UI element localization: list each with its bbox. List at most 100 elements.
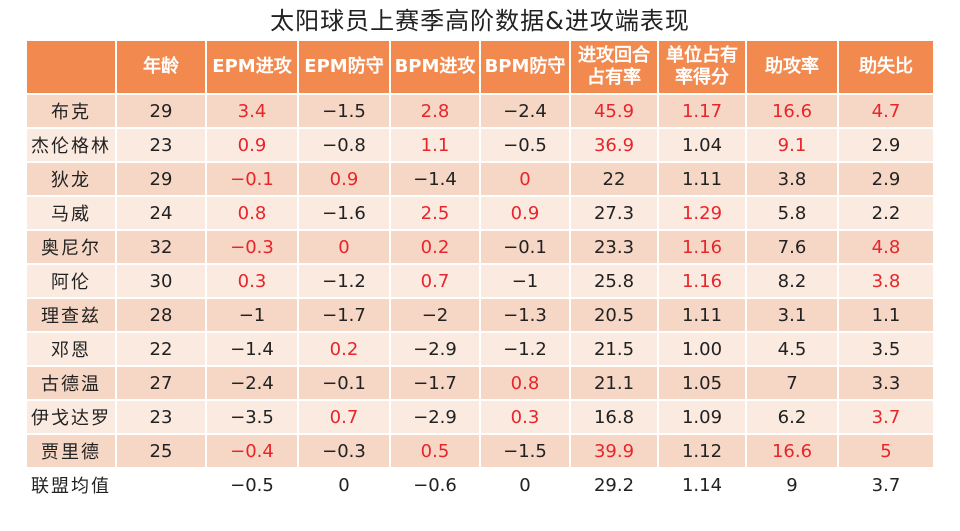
table-cell: −2 — [391, 297, 481, 331]
table-cell: 23 — [117, 399, 207, 433]
table-cell: −1.5 — [481, 433, 571, 467]
table-cell: 45.9 — [571, 93, 659, 127]
player-name-cell: 狄龙 — [27, 161, 117, 195]
summary-cell: 9 — [747, 467, 839, 501]
page-title: 太阳球员上赛季高阶数据&进攻端表现 — [270, 7, 690, 35]
table-cell: 20.5 — [571, 297, 659, 331]
table-cell: 2.9 — [839, 127, 933, 161]
player-name-cell: 古德温 — [27, 365, 117, 399]
table-cell: 3.4 — [207, 93, 299, 127]
table-cell: 27.3 — [571, 195, 659, 229]
table-cell: 2.8 — [391, 93, 481, 127]
summary-cell: 0 — [481, 467, 571, 501]
table-cell: 0.3 — [481, 399, 571, 433]
table-cell: −1.7 — [391, 365, 481, 399]
table-cell: 3.3 — [839, 365, 933, 399]
table-cell: −2.9 — [391, 331, 481, 365]
table-row: 理查兹 28 −1 −1.7 −2 −1.3 20.5 1.11 3.1 1.1 — [27, 297, 933, 331]
table-cell: 5.8 — [747, 195, 839, 229]
table-cell: 23.3 — [571, 229, 659, 263]
table-cell: 0.5 — [391, 433, 481, 467]
column-header: EPM防守 — [299, 41, 391, 93]
stats-table: 年龄 EPM进攻 EPM防守 BPM进攻 BPM防守 进攻回合 占有率 单位占有 率得分 助攻率助… — [27, 41, 933, 501]
table-row: 杰伦格林 23 0.9 −0.8 1.1 −0.5 36.9 1.04 9.1 2.9 — [27, 127, 933, 161]
table-cell: 16.8 — [571, 399, 659, 433]
table-row: 古德温 27 −2.4 −0.1 −1.7 0.8 21.1 1.05 7 3.3 — [27, 365, 933, 399]
column-header: 年龄 — [117, 41, 207, 93]
table-cell: 2.5 — [391, 195, 481, 229]
table-cell: 1.1 — [391, 127, 481, 161]
column-header: 进攻回合 占有率 — [571, 41, 659, 93]
table-cell: 1.17 — [659, 93, 747, 127]
column-header: BPM防守 — [481, 41, 571, 93]
table-cell: −0.1 — [207, 161, 299, 195]
table-cell: 0.2 — [391, 229, 481, 263]
table-cell: −1.7 — [299, 297, 391, 331]
player-name-cell: 布克 — [27, 93, 117, 127]
table-row: 马威 24 0.8 −1.6 2.5 0.9 27.3 1.29 5.8 2.2 — [27, 195, 933, 229]
table-cell: 1.16 — [659, 229, 747, 263]
table-cell: −2.4 — [481, 93, 571, 127]
table-cell: −1.2 — [299, 263, 391, 297]
table-cell: 1.00 — [659, 331, 747, 365]
table-cell: 3.8 — [747, 161, 839, 195]
table-cell: 0.7 — [391, 263, 481, 297]
table-cell: −2.4 — [207, 365, 299, 399]
table-cell: 6.2 — [747, 399, 839, 433]
player-name-cell: 阿伦 — [27, 263, 117, 297]
table-cell: 1.12 — [659, 433, 747, 467]
table-cell: 2.2 — [839, 195, 933, 229]
player-name-cell: 杰伦格林 — [27, 127, 117, 161]
table-cell: −0.3 — [207, 229, 299, 263]
column-header — [27, 41, 117, 93]
table-cell: 0.2 — [299, 331, 391, 365]
table-cell: 16.6 — [747, 433, 839, 467]
table-cell: 0.9 — [299, 161, 391, 195]
table-cell: 0.9 — [481, 195, 571, 229]
table-cell: 28 — [117, 297, 207, 331]
table-cell: 9.1 — [747, 127, 839, 161]
table-cell: 5 — [839, 433, 933, 467]
table-cell: 24 — [117, 195, 207, 229]
table-cell: −1.2 — [481, 331, 571, 365]
table-cell: 16.6 — [747, 93, 839, 127]
table-row: 贾里德 25 −0.4 −0.3 0.5 −1.5 39.9 1.12 16.6 5 — [27, 433, 933, 467]
table-cell: 1.05 — [659, 365, 747, 399]
table-row: 邓恩 22 −1.4 0.2 −2.9 −1.2 21.5 1.00 4.5 3.5 — [27, 331, 933, 365]
table-cell: 21.5 — [571, 331, 659, 365]
table-cell: 27 — [117, 365, 207, 399]
table-cell: 0.8 — [207, 195, 299, 229]
player-name-cell: 奥尼尔 — [27, 229, 117, 263]
player-name-cell: 伊戈达罗 — [27, 399, 117, 433]
header-row: 年龄 EPM进攻 EPM防守 BPM进攻 BPM防守 进攻回合 占有率 单位占有 率得分 助攻率助… — [27, 41, 933, 93]
table-cell: 1.11 — [659, 161, 747, 195]
summary-cell: 0 — [299, 467, 391, 501]
table-cell: −1.4 — [391, 161, 481, 195]
table-cell: 23 — [117, 127, 207, 161]
table-cell: 21.1 — [571, 365, 659, 399]
summary-cell — [117, 467, 207, 501]
table-row: 奥尼尔 32 −0.3 0 0.2 −0.1 23.3 1.16 7.6 4.8 — [27, 229, 933, 263]
table-row: 布克 29 3.4 −1.5 2.8 −2.4 45.9 1.17 16.6 4.7 — [27, 93, 933, 127]
table-cell: 1.16 — [659, 263, 747, 297]
summary-cell: 3.7 — [839, 467, 933, 501]
table-cell: 3.7 — [839, 399, 933, 433]
player-name-cell: 邓恩 — [27, 331, 117, 365]
table-cell: 4.7 — [839, 93, 933, 127]
table-cell: 36.9 — [571, 127, 659, 161]
table-cell: 30 — [117, 263, 207, 297]
summary-label-cell: 联盟均值 — [27, 467, 117, 501]
table-cell: −2.9 — [391, 399, 481, 433]
summary-cell: 1.14 — [659, 467, 747, 501]
table-cell: 1.09 — [659, 399, 747, 433]
table-cell: −0.1 — [299, 365, 391, 399]
table-cell: 1.04 — [659, 127, 747, 161]
table-cell: −1.6 — [299, 195, 391, 229]
table-cell: −1.4 — [207, 331, 299, 365]
table-cell: 22 — [571, 161, 659, 195]
table-cell: −3.5 — [207, 399, 299, 433]
table-cell: 0 — [481, 161, 571, 195]
table-cell: 1.11 — [659, 297, 747, 331]
table-cell: 4.8 — [839, 229, 933, 263]
table-cell: 25 — [117, 433, 207, 467]
